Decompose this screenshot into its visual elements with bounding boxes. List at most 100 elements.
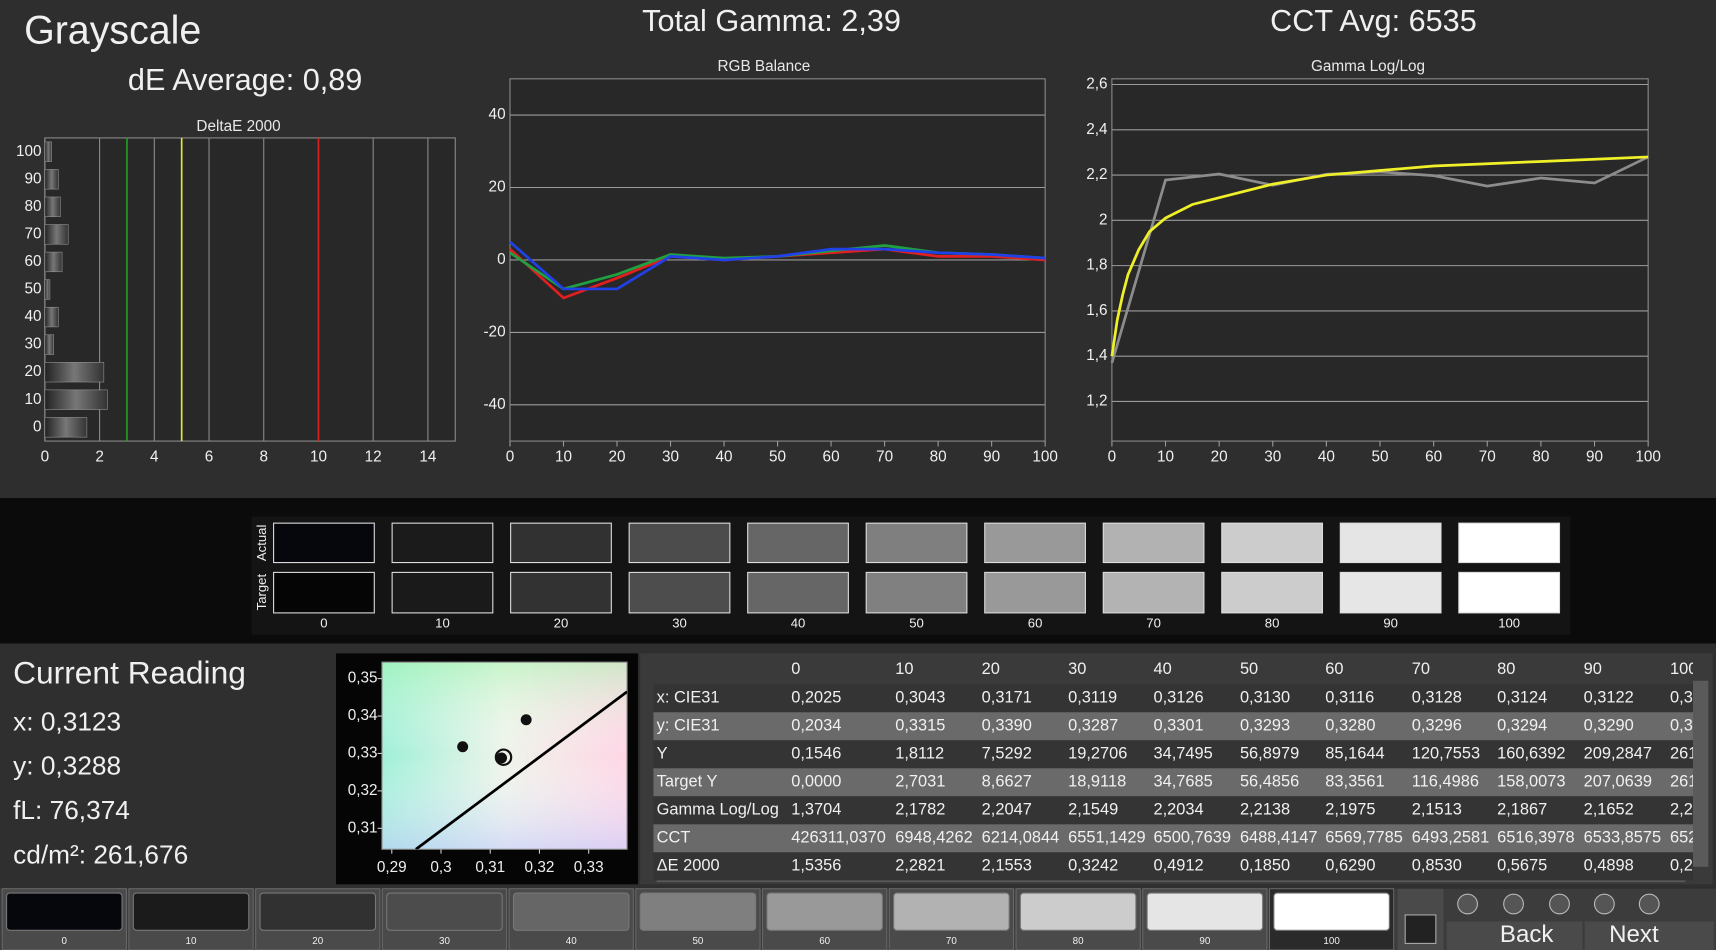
- table-row: [653, 684, 1694, 713]
- chart-title: Gamma Log/Log: [1311, 58, 1425, 75]
- y-tick-label: 100: [16, 143, 42, 160]
- table-cell: 56,4856: [1240, 773, 1299, 791]
- table-cell: 207,0639: [1584, 773, 1652, 791]
- x-tick-label: 10: [555, 449, 572, 466]
- y-tick-label: 1,6: [1086, 302, 1107, 319]
- y-tick-label: 50: [25, 281, 42, 298]
- x-tick-label: 20: [1211, 449, 1228, 466]
- back-button[interactable]: [1446, 921, 1583, 950]
- level-swatch: [132, 892, 250, 931]
- y-tick-label: 10: [25, 391, 42, 408]
- bar: [44, 334, 55, 355]
- next-button[interactable]: [1584, 921, 1714, 950]
- level-label: 100: [1323, 936, 1340, 947]
- table-cell: 0,3: [1670, 717, 1693, 735]
- bar: [44, 362, 105, 383]
- table-cell: 6214,0844: [982, 829, 1060, 847]
- y-tick-label: 1,4: [1086, 347, 1108, 364]
- x-tick-label: 0,29: [377, 859, 407, 876]
- table-cell: 2,2821: [895, 857, 945, 875]
- table-cell: 160,6392: [1497, 745, 1565, 763]
- swatch-label: 90: [1383, 615, 1398, 630]
- table-cell: 0,3301: [1153, 717, 1203, 735]
- icon[interactable]: [1549, 893, 1570, 915]
- table-cell: 0,5675: [1497, 857, 1547, 875]
- table-cell: 0,1850: [1240, 857, 1290, 875]
- swatch-label: 10: [435, 615, 450, 630]
- bar: [44, 417, 88, 438]
- x-tick-label: 90: [1586, 449, 1603, 466]
- y-tick-label: 20: [489, 179, 506, 196]
- x-tick-label: 6: [205, 449, 214, 466]
- back-label[interactable]: Back: [1500, 921, 1554, 948]
- table-cell: 0,2: [1670, 857, 1693, 875]
- icon[interactable]: [1593, 893, 1615, 915]
- target-swatch: [747, 571, 849, 614]
- table-cell: 6500,7639: [1153, 829, 1231, 847]
- next-label[interactable]: Next: [1609, 921, 1659, 948]
- stop-icon: [1404, 914, 1437, 944]
- table-cell: 0,3124: [1497, 689, 1547, 707]
- table-row: [653, 796, 1694, 825]
- bar: [44, 169, 59, 190]
- level-swatch: [1019, 892, 1137, 931]
- table-cell: 0,4912: [1153, 857, 1203, 875]
- x-tick-label: 30: [662, 449, 679, 466]
- level-swatch: [259, 892, 377, 931]
- table-cell: 85,1644: [1325, 745, 1384, 763]
- icon[interactable]: [1638, 893, 1660, 915]
- reading-line: cd/m²: 261,676: [13, 839, 188, 869]
- y-tick-label: 30: [25, 336, 42, 353]
- level-label: 10: [186, 936, 197, 947]
- column-header: 30: [1068, 660, 1086, 678]
- table-row: [653, 740, 1694, 769]
- swatch-label: 50: [909, 615, 924, 630]
- level-swatch: [512, 892, 630, 931]
- x-tick-label: 30: [1264, 449, 1281, 466]
- table-cell: 0,3280: [1325, 717, 1375, 735]
- table-cell: 0,3287: [1068, 717, 1118, 735]
- x-tick-label: 14: [419, 449, 437, 466]
- row-label: y: CIE31: [657, 717, 720, 735]
- y-tick-label: 40: [25, 308, 42, 325]
- reading-line: x: 0,3123: [13, 706, 121, 736]
- point: [457, 741, 469, 753]
- y-tick-label: 2,2: [1086, 166, 1107, 183]
- target-swatch: [273, 571, 375, 614]
- level-label: 0: [62, 936, 68, 947]
- y-tick-label: 0: [497, 251, 506, 268]
- table-cell: 6948,4262: [895, 829, 973, 847]
- point: [496, 752, 508, 764]
- column-header: 100: [1670, 660, 1697, 678]
- reading-line: y: 0,3288: [13, 751, 121, 781]
- table-cell: 0,3043: [895, 689, 945, 707]
- de-average: dE Average: 0,89: [128, 63, 362, 97]
- level-swatch: [766, 892, 883, 931]
- table-cell: 6516,3978: [1497, 829, 1575, 847]
- page-title: Grayscale: [24, 8, 201, 52]
- y-tick-label: 90: [25, 170, 42, 187]
- x-tick-label: 4: [150, 449, 159, 466]
- x-tick-label: 0,3: [430, 859, 451, 876]
- level-label: 80: [1073, 936, 1084, 947]
- table-cell: 6488,4147: [1240, 829, 1318, 847]
- x-tick-label: 70: [1479, 449, 1496, 466]
- table-cell: 2,1549: [1068, 801, 1118, 819]
- table-cell: 0,6290: [1325, 857, 1375, 875]
- table-cell: 158,0073: [1497, 773, 1565, 791]
- table-cell: 261: [1670, 773, 1697, 791]
- swatch-label: 30: [672, 615, 687, 630]
- target-swatch: [984, 571, 1086, 614]
- bar: [44, 196, 61, 217]
- x-tick-label: 12: [365, 449, 382, 466]
- y-tick-label: 0,33: [348, 745, 378, 762]
- table-cell: 1,8112: [895, 745, 944, 763]
- scrollbar-v[interactable]: [1693, 680, 1709, 867]
- y-tick-label: 1,2: [1086, 393, 1107, 410]
- icon[interactable]: [1457, 893, 1478, 915]
- table-cell: 6569,7785: [1325, 829, 1403, 847]
- swatch-label: 0: [320, 615, 327, 630]
- icon[interactable]: [1503, 893, 1524, 915]
- y-tick-label: -20: [483, 323, 505, 340]
- table-row: [653, 824, 1694, 853]
